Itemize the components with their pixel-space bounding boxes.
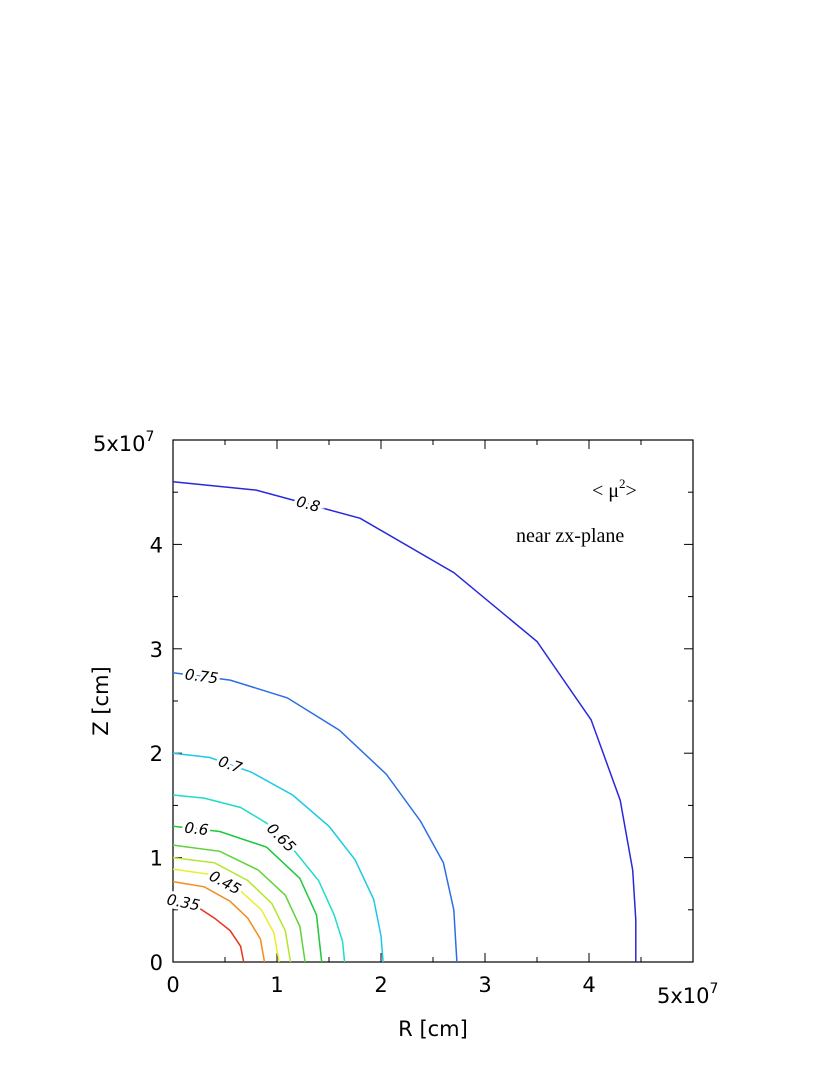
x-tick-label: 4 [582,973,595,997]
x-tick-label: 2 [374,973,387,997]
y-tick-label: 0 [150,951,163,975]
contour-label: 0.35 [165,890,201,914]
tick-labels: 00 1 1 2 2 3 3 4 4 [150,533,596,997]
x-tick-label: 0 [166,973,179,997]
contour-line [172,899,245,963]
contour-label: 0.6 [184,819,210,840]
x-tick-label: 3 [478,973,491,997]
x-tick-label: 1 [270,973,283,997]
contour-label: 0.75 [184,665,219,687]
chart-subtitle: near zx-plane [516,525,624,547]
x-exponent-label: 5x107 [657,981,718,1008]
y-tick-label: 3 [150,638,163,662]
contour-line [172,672,458,963]
y-tick-label: 1 [150,847,163,871]
contour-line [172,794,346,963]
contour-line [172,880,266,963]
x-axis-label: R [cm] [398,1017,468,1041]
contour-lines [172,481,637,963]
axis-ticks [172,439,694,963]
y-axis-label: Z [cm] [89,666,113,735]
contour-label: 0.45 [206,867,244,899]
contour-line [172,481,637,962]
y-tick-label: 4 [150,533,163,557]
contour-labels: 0.350.450.6 0.650.70.750.8 [162,489,325,917]
contour-line [172,825,323,963]
chart-title: < μ2> [592,476,637,502]
contour-line [172,752,384,963]
contour-line [172,844,306,963]
y-tick-label: 2 [150,742,163,766]
contour-label: 0.7 [216,752,245,777]
contour-line [172,856,292,963]
contour-label: 0.8 [294,492,322,516]
y-exponent-label: 5x107 [93,429,154,456]
contour-line [172,868,280,963]
